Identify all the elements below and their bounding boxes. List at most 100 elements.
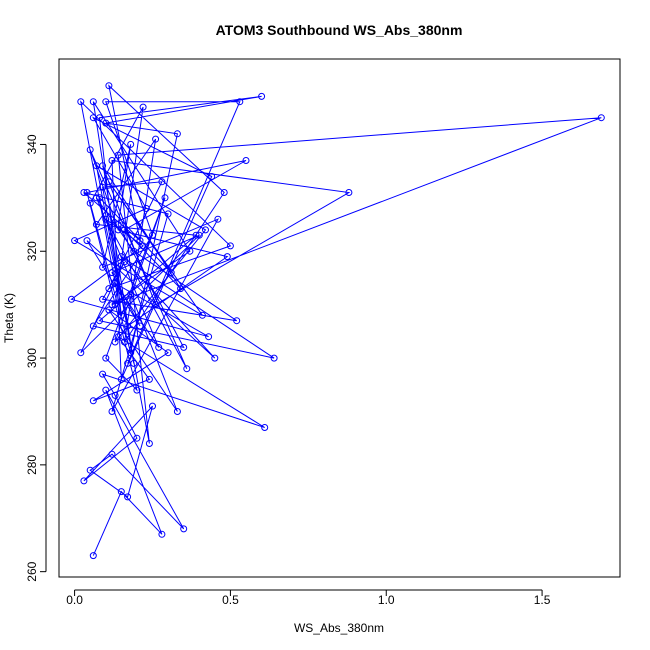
data-point bbox=[152, 135, 160, 143]
y-tick-label: 300 bbox=[25, 348, 39, 368]
y-tick-label: 280 bbox=[25, 455, 39, 475]
data-point bbox=[220, 189, 228, 196]
data-point bbox=[208, 173, 216, 180]
data-point bbox=[92, 221, 100, 228]
data-point bbox=[89, 397, 97, 405]
data-point bbox=[77, 98, 85, 106]
data-point bbox=[108, 157, 116, 164]
series-line bbox=[70, 84, 602, 556]
data-point bbox=[180, 525, 188, 533]
data-point bbox=[121, 258, 128, 266]
data-point bbox=[149, 231, 156, 239]
data-point bbox=[80, 477, 88, 485]
data-point bbox=[92, 162, 100, 170]
data-point bbox=[242, 157, 250, 164]
data-point bbox=[192, 231, 200, 239]
x-tick-label: 0.5 bbox=[222, 593, 239, 607]
data-point bbox=[68, 295, 75, 303]
data-point bbox=[96, 317, 103, 325]
data-point bbox=[105, 306, 113, 314]
data-point bbox=[102, 119, 110, 127]
data-point bbox=[89, 552, 97, 560]
data-point bbox=[223, 253, 231, 261]
y-tick-label: 340 bbox=[25, 134, 39, 154]
data-point bbox=[86, 466, 94, 474]
data-point bbox=[105, 82, 113, 90]
data-point bbox=[92, 194, 100, 202]
data-point bbox=[145, 375, 153, 383]
data-point bbox=[111, 391, 119, 399]
data-point bbox=[270, 354, 278, 362]
data-point bbox=[114, 151, 122, 159]
x-tick-label: 1.5 bbox=[534, 593, 551, 607]
data-point bbox=[180, 343, 188, 351]
data-point bbox=[214, 215, 222, 223]
data-point bbox=[136, 322, 144, 330]
y-tick-label: 320 bbox=[25, 241, 39, 261]
data-point bbox=[108, 301, 116, 309]
data-point bbox=[117, 488, 125, 496]
data-point bbox=[142, 205, 150, 212]
data-point bbox=[124, 493, 132, 501]
data-point bbox=[124, 322, 132, 330]
x-tick-label: 0.0 bbox=[66, 593, 83, 607]
data-point bbox=[139, 103, 147, 111]
data-point bbox=[86, 146, 94, 154]
data-point bbox=[177, 285, 185, 293]
data-point bbox=[77, 349, 85, 357]
data-point bbox=[83, 237, 91, 245]
data-point bbox=[105, 178, 113, 186]
data-point bbox=[83, 189, 91, 196]
data-point bbox=[108, 269, 116, 277]
data-point bbox=[236, 98, 244, 106]
data-point bbox=[127, 349, 135, 357]
data-point bbox=[99, 263, 107, 271]
data-point bbox=[173, 130, 181, 138]
data-point bbox=[261, 424, 269, 431]
data-point bbox=[117, 375, 125, 383]
data-point bbox=[202, 226, 209, 234]
data-point bbox=[164, 210, 172, 218]
data-point bbox=[117, 253, 125, 261]
data-point bbox=[149, 402, 156, 410]
data-point bbox=[152, 301, 160, 309]
data-point bbox=[164, 349, 172, 357]
data-point bbox=[102, 386, 110, 394]
data-point bbox=[96, 114, 103, 122]
data-point bbox=[108, 408, 116, 415]
data-point bbox=[96, 194, 103, 202]
data-point bbox=[155, 343, 163, 351]
data-point bbox=[205, 333, 213, 341]
data-point bbox=[233, 317, 241, 325]
axes: 0.0 0.5 1.0 1.5 260 280 300 320 340 bbox=[25, 134, 551, 607]
data-point bbox=[99, 370, 107, 378]
data-point bbox=[121, 338, 128, 346]
data-point bbox=[597, 114, 605, 122]
data-point bbox=[114, 333, 122, 341]
data-point bbox=[71, 237, 79, 245]
data-point bbox=[173, 408, 181, 415]
data-point bbox=[198, 311, 206, 319]
data-point bbox=[102, 215, 110, 223]
data-point bbox=[102, 98, 110, 106]
data-point bbox=[114, 221, 122, 228]
data-point bbox=[167, 269, 175, 277]
data-point bbox=[186, 247, 194, 255]
data-point bbox=[105, 285, 113, 293]
data-point bbox=[226, 242, 234, 250]
data-point bbox=[89, 98, 97, 106]
data-point bbox=[111, 279, 119, 287]
data-point bbox=[111, 301, 119, 309]
data-point bbox=[258, 92, 266, 100]
data-point bbox=[108, 450, 116, 458]
data-point bbox=[102, 354, 110, 362]
data-point bbox=[139, 242, 147, 250]
data-point bbox=[133, 434, 141, 442]
data-point bbox=[89, 322, 97, 330]
data-point bbox=[183, 365, 191, 373]
data-point bbox=[130, 247, 138, 255]
chart-title: ATOM3 Southbound WS_Abs_380nm bbox=[216, 22, 463, 38]
plot-area bbox=[68, 82, 605, 560]
data-point bbox=[158, 178, 166, 186]
